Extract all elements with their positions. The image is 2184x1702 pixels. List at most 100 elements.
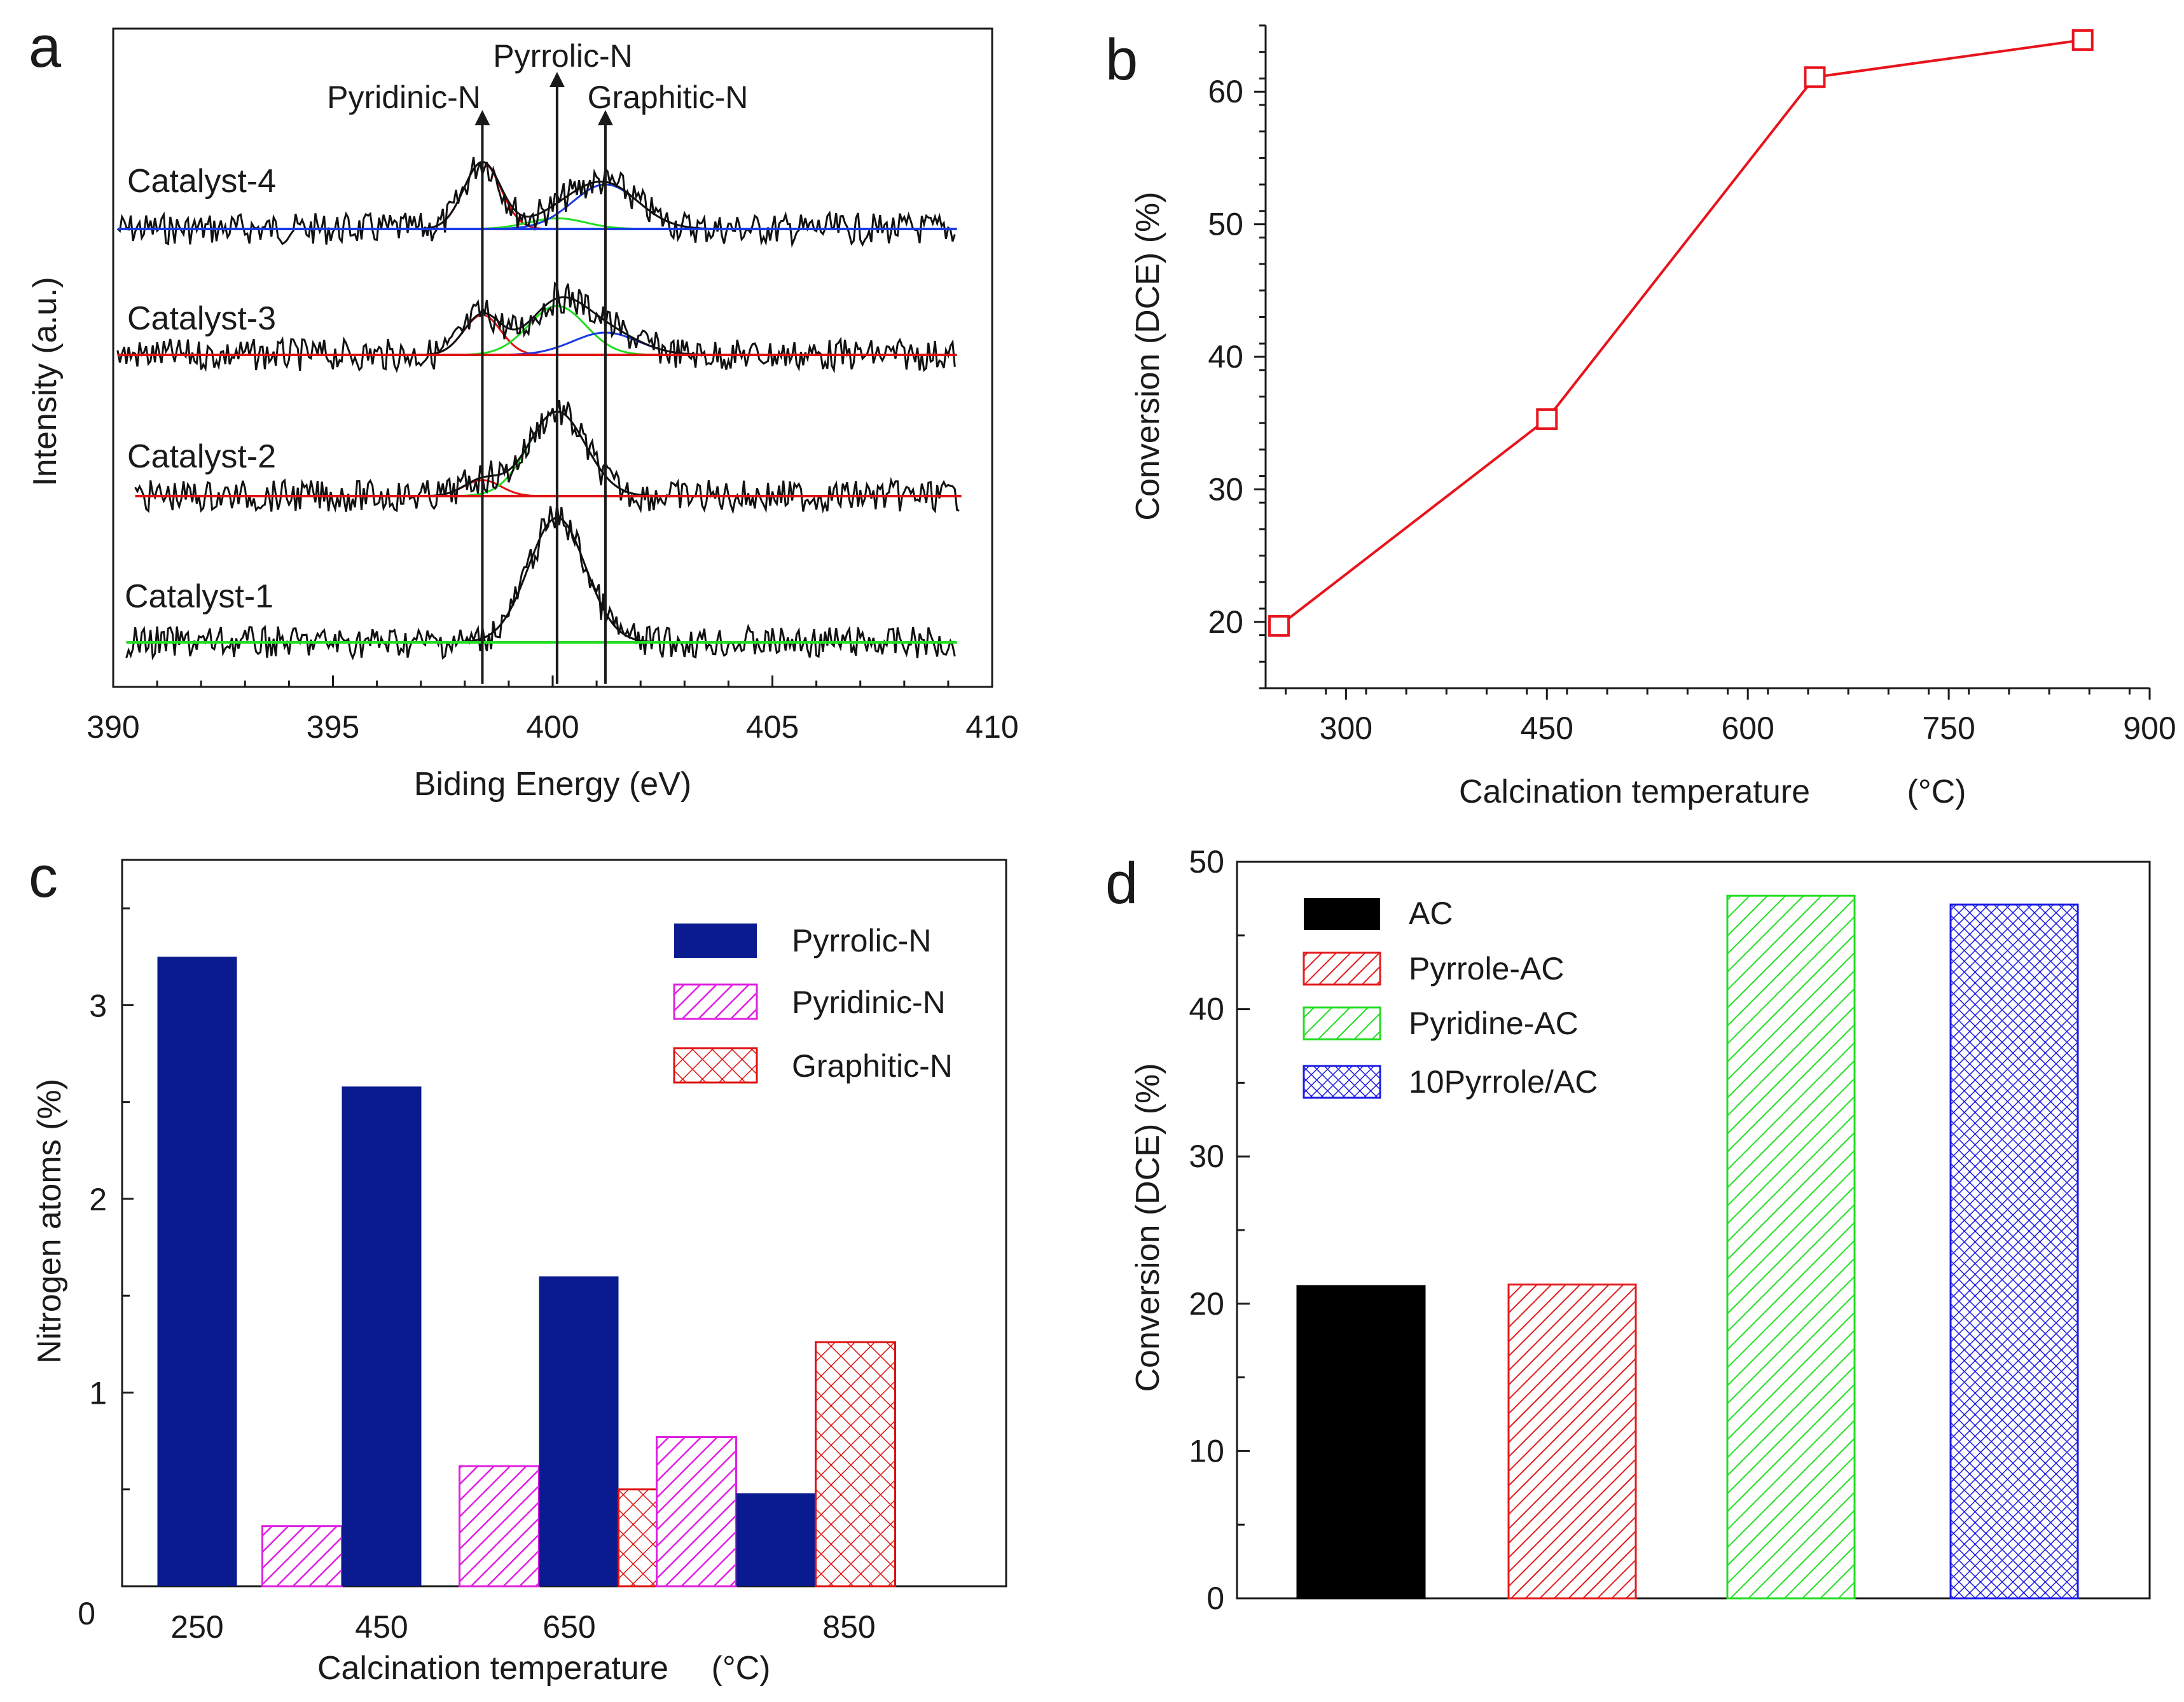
panel-a-spectra [116,156,962,661]
legend-swatch-ac [1304,898,1380,930]
panel-a-x-ticks: 390 395 400 405 410 [86,675,1019,745]
panel-c-x-ticks: 250 450 650 850 [170,1609,875,1645]
panel-b-x-tick-label: 300 [1320,710,1372,746]
panel-b-y-tick-label: 30 [1208,471,1243,507]
panel-a-xlabel: Biding Energy (eV) [414,766,691,803]
panel-d-bar [1296,1285,1426,1600]
legend-label-graphitic: Graphitic-N [792,1048,953,1084]
panel-c-x-tick-label: 450 [355,1609,408,1645]
panel-d-y-tick-label: 50 [1189,844,1224,880]
legend-label-pyrrole-ac: Pyrrole-AC [1409,951,1564,986]
panel-letter-c: c [29,845,58,910]
panel-b-xlabel: Calcination temperature [1459,773,1810,810]
panel-b-x-tick-label: 600 [1721,710,1774,746]
legend-swatch-pyrrolic [674,924,757,958]
panel-c-legend: Pyrrolic-N Pyridinic-N Graphitic-N [673,923,953,1084]
panel-c-bar-pyrrolic-n [736,1493,816,1586]
panel-c-xlabel-unit: (°C) [712,1650,771,1687]
legend-swatch-pyridinic [673,983,758,1020]
panel-a-x-tick-label: 400 [526,709,579,745]
panel-letter-d: d [1105,851,1138,916]
legend-swatch-pyridine-ac [1303,1006,1381,1041]
panel-a-component-pyridinic [135,479,960,497]
panel-b-y-tick-label: 40 [1208,339,1243,375]
legend-swatch-10pyrrole-ac [1303,1065,1381,1099]
catalyst-label-2: Catalyst-2 [127,438,276,475]
panel-b-data-point [1536,408,1558,430]
panel-a-peak-lines [474,72,613,684]
panel-b-ylabel: Conversion (DCE) (%) [1130,191,1166,520]
panel-d-y-tick-label: 10 [1189,1433,1224,1469]
panel-d-y-tick-label: 0 [1206,1581,1224,1616]
panel-d-conversion-bar-chart: 0 10 20 30 40 50 AC Pyrrole-AC Pyridine-AC 10… [1130,844,2151,1616]
panel-b-data-point [1268,615,1290,637]
panel-c-nitrogen-bar-chart: 0 1 2 3 250 450 650 850 Pyrrolic-N Pyridinic-N… [31,859,1007,1687]
peak-label-pyrrolic: Pyrrolic-N [493,38,632,74]
panel-b-x-ticks: 300 450 600 750 900 [1285,688,2176,746]
panel-b-data-point [2071,29,2094,51]
panel-c-bar-pyrrolic-n [539,1276,619,1586]
panel-d-y-tick-label: 30 [1189,1138,1224,1174]
panel-a-x-tick-label: 395 [307,709,359,745]
panel-c-bar-graphitic-n [815,1341,896,1588]
panel-b-x-tick-label: 750 [1922,710,1975,746]
panel-c-bar-pyridinic-n [261,1525,343,1588]
panel-c-ylabel: Nitrogen atoms (%) [31,1079,68,1364]
panel-d-legend: AC Pyrrole-AC Pyridine-AC 10Pyrrole/AC [1303,896,1598,1100]
panel-b-x-tick-label: 900 [2123,710,2176,746]
catalyst-label-4: Catalyst-4 [127,163,276,200]
panel-a-raw-spectrum [116,281,956,374]
panel-b-series-line [1278,38,2083,627]
legend-label-pyrrolic: Pyrrolic-N [792,923,931,958]
legend-label-pyridinic: Pyridinic-N [792,985,946,1020]
panel-b-y-tick-label: 60 [1208,74,1243,109]
legend-label-10pyrrole-ac: 10Pyrrole/AC [1409,1064,1598,1100]
panel-b-x-tick-label: 450 [1521,710,1573,746]
panel-d-bars [1296,894,2079,1600]
panel-b-data-point [1804,66,1826,88]
legend-swatch-graphitic [673,1047,758,1084]
panel-c-y-tick-label: 0 [78,1596,95,1631]
panel-d-bar [1949,903,2079,1600]
panel-c-xlabel: Calcination temperature [317,1650,668,1687]
panel-c-y-tick-label: 1 [89,1375,107,1411]
panel-a-x-tick-label: 410 [965,709,1018,745]
panel-c-bar-pyrrolic-n [157,957,237,1586]
panel-c-bar-pyrrolic-n [342,1086,422,1586]
panel-c-bars [157,957,896,1588]
legend-label-ac: AC [1409,896,1453,931]
panel-a-ylabel: Intensity (a.u.) [27,277,64,486]
panel-d-bar [1726,894,1856,1600]
panel-letter-a: a [29,15,62,80]
panel-a-raw-spectrum [125,503,956,661]
panel-d-bar [1507,1283,1637,1600]
panel-d-y-ticks: 0 10 20 30 40 50 [1189,844,1250,1616]
panel-b-y-tick-label: 20 [1208,604,1243,640]
panel-d-y-tick-label: 20 [1189,1286,1224,1322]
legend-swatch-pyrrole-ac [1303,951,1381,986]
panel-d-ylabel: Conversion (DCE) (%) [1130,1063,1166,1392]
panel-c-y-tick-label: 2 [89,1182,107,1217]
panel-b-conversion-line-chart: 300 450 600 750 900 20 30 40 50 60 Calcination t… [1130,24,2176,810]
panel-b-plot [1268,29,2094,637]
panel-c-bar-pyridinic-n [459,1465,540,1588]
legend-label-pyridine-ac: Pyridine-AC [1409,1006,1579,1041]
panel-c-bar-pyridinic-n [656,1436,737,1588]
panel-letter-b: b [1105,27,1138,92]
panel-a-x-tick-label: 405 [746,709,799,745]
panel-c-x-tick-label: 250 [170,1609,223,1645]
panel-c-y-tick-label: 3 [89,988,107,1023]
peak-label-pyridinic: Pyridinic-N [327,80,481,115]
panel-b-xlabel-unit: (°C) [1907,773,1966,810]
peak-label-graphitic: Graphitic-N [588,80,749,115]
panel-c-x-tick-label: 650 [543,1609,595,1645]
panel-a-xps-chart: 390 395 400 405 410 Biding Energy (eV) Inten… [27,27,1019,803]
panel-c-y-ticks: 0 1 2 3 [78,907,134,1631]
catalyst-label-3: Catalyst-3 [127,300,276,337]
panel-b-y-tick-label: 50 [1208,207,1243,242]
panel-c-x-tick-label: 850 [822,1609,875,1645]
panel-b-y-ticks: 20 30 40 50 60 [1208,24,1266,689]
panel-d-y-tick-label: 40 [1189,992,1224,1027]
catalyst-label-1: Catalyst-1 [125,578,273,615]
